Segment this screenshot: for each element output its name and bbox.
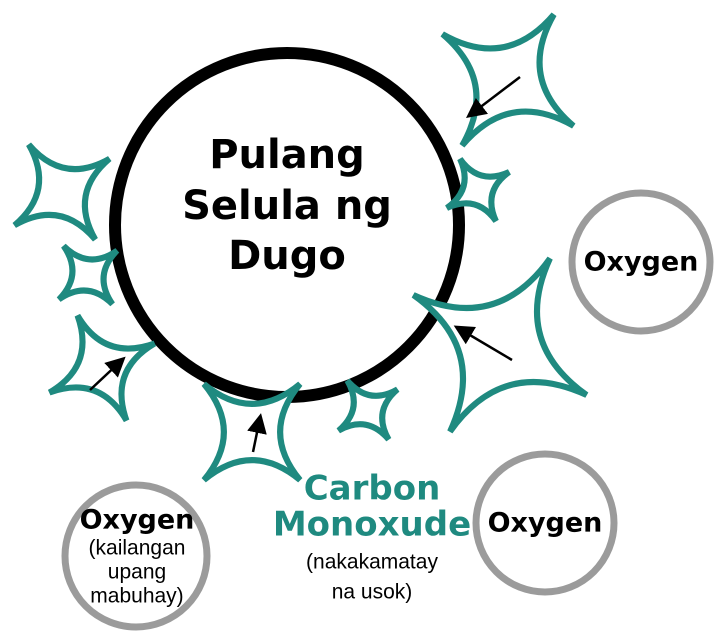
star-molecule <box>59 246 117 304</box>
oxygen-label: Oxygen <box>80 505 195 536</box>
cell-label: Selula ng <box>182 183 392 229</box>
carbon-monoxide-note: na usok) <box>332 581 413 604</box>
oxygen-label: Oxygen <box>584 247 699 278</box>
oxygen-note: (kailangan <box>89 537 186 560</box>
star-molecule <box>442 14 573 145</box>
carbon-monoxide-label: Carbon <box>304 469 441 509</box>
cell-label: Dugo <box>228 233 346 279</box>
oxygen-note: upang <box>108 561 166 584</box>
carbon-monoxide-label: Monoxude <box>273 505 471 545</box>
diagram: Pulang Selula ng Dugo Oxygen Oxygen Oxyg… <box>0 0 720 631</box>
oxygen-note: mabuhay) <box>90 585 183 608</box>
star-molecule <box>49 315 154 420</box>
oxygen-label: Oxygen <box>488 508 603 539</box>
carbon-monoxide-note: (nakakamatay <box>306 551 438 574</box>
cell-label: Pulang <box>209 132 365 178</box>
star-molecule <box>14 144 109 239</box>
